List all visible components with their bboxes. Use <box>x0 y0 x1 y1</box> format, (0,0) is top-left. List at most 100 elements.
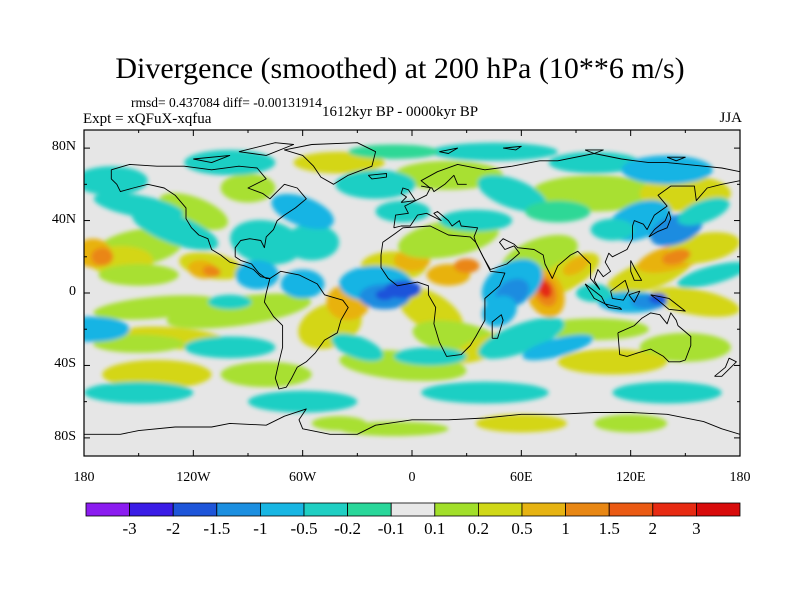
colorbar-swatch <box>216 502 261 517</box>
divergence-contour <box>102 360 212 389</box>
convergence-contour <box>375 289 394 301</box>
coastline <box>584 149 604 154</box>
season-label: JJA <box>719 110 742 126</box>
convergence-contour <box>284 224 340 261</box>
colorbar-label: -1 <box>253 519 268 538</box>
coastline <box>503 145 522 151</box>
convergence-contour <box>612 381 722 404</box>
colorbar-swatch <box>696 502 741 517</box>
colorbar-swatch <box>129 502 174 517</box>
divergence-contour <box>93 334 185 353</box>
convergence-contour <box>439 209 513 232</box>
coastline <box>193 154 231 164</box>
convergence-contour <box>247 390 358 413</box>
coastline <box>617 312 692 363</box>
coastline <box>439 147 459 154</box>
colorbar-swatch <box>565 502 610 517</box>
experiment-label: Expt = xQFuX-xqfua <box>83 111 212 127</box>
coastline <box>491 314 504 339</box>
divergence-contour <box>594 414 668 433</box>
convergence-contour <box>482 295 517 327</box>
coastline <box>650 294 686 312</box>
y-tick-label: 80N <box>51 139 76 155</box>
divergence-contour <box>202 265 221 277</box>
colorbar-label: 0.1 <box>424 519 446 538</box>
y-tick-label: 80S <box>54 428 76 444</box>
convergence-contour <box>548 151 640 174</box>
colorbar-label: -0.2 <box>334 519 362 538</box>
colorbar-swatch <box>303 502 348 517</box>
divergence-contour <box>562 256 590 276</box>
colorbar-swatch <box>652 502 697 517</box>
coastline <box>610 279 630 301</box>
x-tick-label: 180 <box>73 470 95 485</box>
coastline <box>393 153 740 290</box>
divergence-contour <box>662 248 691 265</box>
coastline <box>84 408 740 435</box>
colorbar-swatch <box>259 502 305 517</box>
divergence-contour <box>475 414 567 433</box>
divergence-contour <box>98 264 179 286</box>
coastline <box>666 156 686 162</box>
convergence-contour <box>524 200 591 223</box>
convergence-contour <box>477 174 547 212</box>
x-tick-label: 180 <box>729 470 751 485</box>
divergence-contour <box>311 416 367 431</box>
convergence-contour <box>235 260 279 290</box>
x-tick-label: 120W <box>176 470 211 485</box>
divergence-contour <box>220 361 312 388</box>
colorbar-label: 0.5 <box>511 519 533 538</box>
stats-text: rmsd= 0.437084 diff= -0.00131914 <box>131 95 322 110</box>
divergence-contour <box>538 280 552 299</box>
y-tick-label: 40S <box>54 356 76 372</box>
convergence-contour <box>335 169 416 199</box>
convergence-contour <box>280 269 325 299</box>
convergence-contour <box>590 218 635 241</box>
coastline <box>263 270 349 390</box>
coastline <box>110 163 307 279</box>
plot-title: Divergence (smoothed) at 200 hPa (10**6 … <box>115 52 685 85</box>
convergence-contour <box>677 197 730 226</box>
divergence-contour <box>453 258 480 274</box>
coastline <box>400 187 417 203</box>
colorbar-swatch <box>434 502 479 517</box>
colorbar-label: 3 <box>692 519 701 538</box>
coastline <box>628 290 641 303</box>
x-tick-label: 60E <box>510 470 533 485</box>
divergence-contour <box>158 193 228 230</box>
x-tick-label: 0 <box>408 470 416 485</box>
divergence-contour <box>166 293 312 329</box>
convergence-contour <box>207 294 252 310</box>
colorbar-label: -0.5 <box>290 519 318 538</box>
coastlines <box>84 142 740 435</box>
coastline <box>421 174 467 193</box>
coastline <box>714 357 737 377</box>
convergence-contour <box>271 193 334 230</box>
colorbar-label: 0.2 <box>467 519 490 538</box>
convergence-contour <box>384 280 422 299</box>
divergence-contour <box>91 247 114 266</box>
coastline <box>380 225 506 357</box>
colorbar-label: -0.1 <box>377 519 405 538</box>
convergence-contour <box>93 192 184 220</box>
colorbar-swatch <box>390 502 436 517</box>
convergence-contour <box>184 336 276 359</box>
y-tick-label: 0 <box>69 284 76 299</box>
convergence-contour <box>421 381 549 404</box>
colorbar-label: -3 <box>122 519 137 538</box>
y-tick-label: 40N <box>51 211 76 227</box>
axis-ticks <box>83 130 741 456</box>
coastline <box>283 142 377 185</box>
coastline <box>630 260 643 281</box>
colorbar-label: 1 <box>561 519 570 538</box>
colorbar-label: -1.5 <box>203 519 231 538</box>
colorbar-swatch <box>608 502 654 517</box>
divergence-contour <box>93 295 221 320</box>
divergence-contour <box>639 332 731 362</box>
colorbar-swatch <box>521 502 566 517</box>
convergence-contour <box>677 262 740 288</box>
period-label: 1612kyr BP - 0000kyr BP <box>322 104 479 120</box>
convergence-contour <box>430 142 558 161</box>
convergence-contour <box>576 283 613 303</box>
